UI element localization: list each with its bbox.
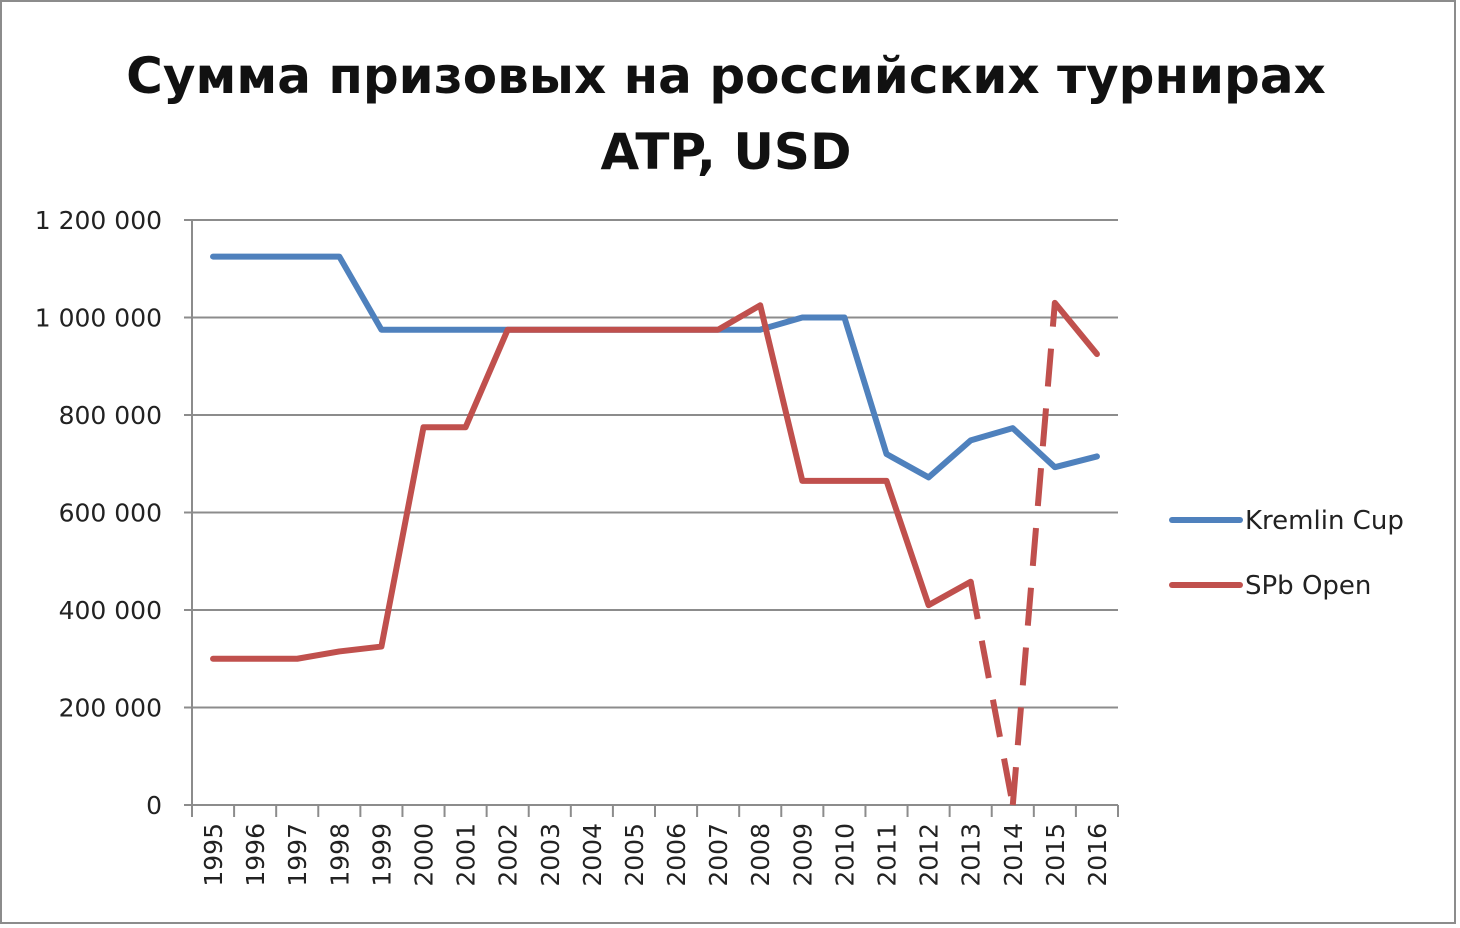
x-tick-label: 2012	[915, 823, 944, 887]
x-tick-label: 1998	[325, 823, 354, 887]
chart-title-line-1: Сумма призовых на российских турнирах	[126, 47, 1326, 105]
x-tick-label: 1995	[199, 823, 228, 887]
x-tick-label: 2010	[830, 823, 859, 887]
x-tick-label: 2008	[746, 823, 775, 887]
x-tick-label: 2013	[957, 823, 986, 887]
series-dashed-segment-2	[1009, 302, 1058, 806]
x-tick-label: 2005	[620, 823, 649, 887]
y-tick-label: 1 000 000	[35, 304, 162, 333]
legend-label-1: Kremlin Cup	[1245, 506, 1404, 536]
y-tick-label: 400 000	[59, 596, 162, 625]
legend: Kremlin Cup SPb Open	[1169, 506, 1404, 601]
axes	[191, 220, 1119, 817]
x-tick-label: 2007	[704, 823, 733, 887]
x-tick-label: 2016	[1083, 823, 1112, 887]
x-tick-label: 2004	[578, 823, 607, 887]
chart-title: Сумма призовых на российских турнирах AT…	[0, 38, 1452, 190]
x-tick-label: 2006	[662, 823, 691, 887]
series-line-2	[1051, 299, 1100, 358]
x-tick-label: 1999	[367, 823, 396, 887]
y-tick-label: 1 200 000	[35, 206, 162, 235]
series-lines	[210, 253, 1100, 806]
x-tick-label: 2014	[999, 823, 1028, 887]
x-axis-tick-labels: 1995 1996 1997 1998 1999 2000 2001 2002 2003 2004…	[199, 823, 1112, 887]
y-axis-tick-labels: 0 200 000 400 000 600 000 800 000 1 000 000 1 …	[35, 206, 162, 820]
x-tick-label: 2011	[873, 823, 902, 887]
y-tick-label: 0	[146, 791, 162, 820]
series-line-1	[210, 253, 1100, 481]
x-tick-label: 2002	[494, 823, 523, 887]
x-tick-label: 2001	[452, 823, 481, 887]
chart-title-line-2: ATP, USD	[600, 123, 852, 181]
x-tick-label: 2015	[1041, 823, 1070, 887]
x-tick-label: 2003	[536, 823, 565, 887]
y-tick-label: 200 000	[59, 694, 162, 723]
y-tick-label: 800 000	[59, 401, 162, 430]
x-tick-label: 2009	[788, 823, 817, 887]
series-line-2	[210, 302, 974, 662]
series-dashed-segment-2	[967, 581, 1016, 806]
x-tick-label: 1997	[283, 823, 312, 887]
x-tick-label: 1996	[241, 823, 270, 887]
legend-label-2: SPb Open	[1245, 571, 1371, 601]
y-tick-label: 600 000	[59, 499, 162, 528]
x-tick-label: 2000	[410, 823, 439, 887]
gridlines	[184, 219, 1118, 806]
